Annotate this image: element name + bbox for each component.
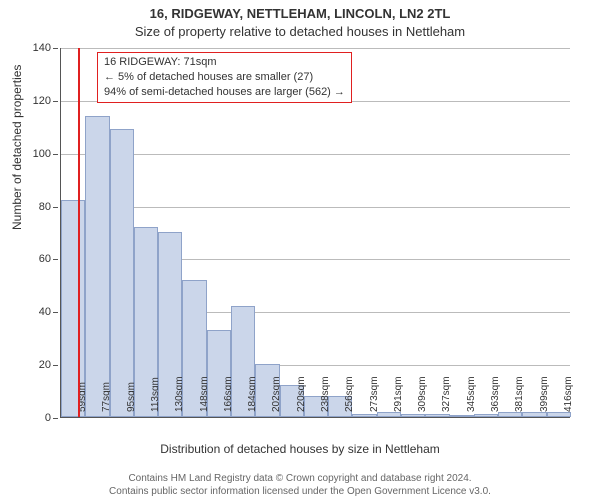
y-tick-label: 120 <box>23 95 51 107</box>
y-tick <box>53 154 58 155</box>
bar <box>474 414 498 417</box>
chart-container: 16, RIDGEWAY, NETTLEHAM, LINCOLN, LN2 2T… <box>0 0 600 500</box>
y-tick-label: 100 <box>23 148 51 160</box>
x-tick-label: 363sqm <box>490 376 501 412</box>
gridline <box>61 207 570 208</box>
bar <box>425 414 449 417</box>
x-axis-title: Distribution of detached houses by size … <box>0 442 600 456</box>
y-tick-label: 0 <box>23 412 51 424</box>
x-tick-label: 309sqm <box>417 376 428 412</box>
y-axis-title: Number of detached properties <box>10 65 24 230</box>
y-tick <box>53 48 58 49</box>
bar <box>401 414 425 417</box>
x-tick-label: 291sqm <box>393 376 404 412</box>
y-tick <box>53 207 58 208</box>
annotation-line3: 94% of semi-detached houses are larger (… <box>104 85 345 100</box>
bar <box>450 415 474 417</box>
bar <box>522 412 546 417</box>
title-address: 16, RIDGEWAY, NETTLEHAM, LINCOLN, LN2 2T… <box>0 6 600 21</box>
attribution-line2: Contains public sector information licen… <box>0 486 600 499</box>
annotation-line2: ← 5% of detached houses are smaller (27) <box>104 70 345 85</box>
annotation-box: 16 RIDGEWAY: 71sqm ← 5% of detached hous… <box>97 52 352 103</box>
x-tick-label: 256sqm <box>344 376 355 412</box>
annotation-line1: 16 RIDGEWAY: 71sqm <box>104 55 345 70</box>
x-tick-label: 416sqm <box>563 376 574 412</box>
x-tick-label: 327sqm <box>441 376 452 412</box>
x-tick-label: 345sqm <box>466 376 477 412</box>
bar <box>498 412 522 417</box>
x-tick-label: 399sqm <box>539 376 550 412</box>
bar <box>352 414 376 417</box>
gridline <box>61 154 570 155</box>
plot-area: 16 RIDGEWAY: 71sqm ← 5% of detached hous… <box>60 48 570 418</box>
y-tick <box>53 418 58 419</box>
bar <box>110 129 134 417</box>
y-tick <box>53 259 58 260</box>
y-tick-label: 20 <box>23 359 51 371</box>
y-tick-label: 80 <box>23 201 51 213</box>
gridline <box>61 48 570 49</box>
marker-line <box>78 48 80 417</box>
attribution-line1: Contains HM Land Registry data © Crown c… <box>0 473 600 486</box>
attribution: Contains HM Land Registry data © Crown c… <box>0 473 600 498</box>
title-subtitle: Size of property relative to detached ho… <box>0 24 600 39</box>
y-tick <box>53 365 58 366</box>
bar <box>85 116 109 417</box>
x-tick-label: 381sqm <box>514 376 525 412</box>
y-tick-label: 60 <box>23 253 51 265</box>
y-tick-label: 40 <box>23 306 51 318</box>
y-tick <box>53 101 58 102</box>
y-tick <box>53 312 58 313</box>
y-tick-label: 140 <box>23 42 51 54</box>
x-tick-label: 273sqm <box>369 376 380 412</box>
bar <box>377 412 401 417</box>
bar <box>547 412 571 417</box>
